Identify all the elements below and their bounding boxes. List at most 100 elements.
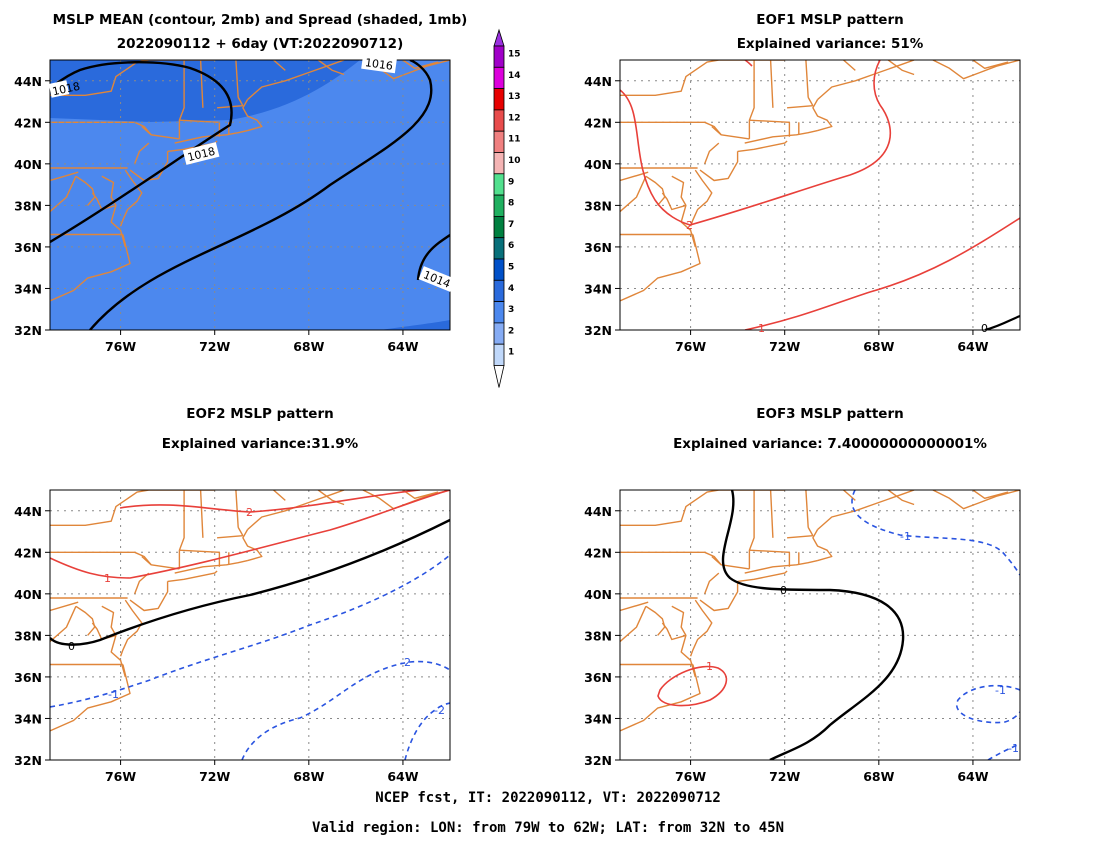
colorbar-label: 4 [508, 284, 514, 294]
coastline-segment [842, 60, 856, 71]
eof2-axis-labels: 76W 72W 68W 64W 44N 42N 40N 38N 36N 34N 32N [14, 504, 419, 784]
eof1-contour-label: 0 [981, 322, 988, 335]
coastline-segment [620, 551, 750, 570]
lat-tick-label: 36N [584, 670, 612, 685]
eof2-contour-label: -1 [108, 688, 119, 701]
lat-tick-label: 38N [14, 628, 42, 643]
eof1-contour-labels: 2 1 0 [686, 219, 988, 335]
coastline-segment [179, 549, 221, 567]
colorbar-label: 7 [508, 220, 514, 230]
lat-tick-label: 40N [14, 157, 42, 172]
lat-tick-label: 32N [584, 753, 612, 768]
coastline-segment [242, 99, 263, 132]
eof1-title-line2: Explained variance: 51% [737, 36, 924, 52]
lat-tick-label: 34N [14, 281, 42, 296]
eof3-axis-labels: 76W 72W 68W 64W 44N 42N 40N 38N 36N 34N 32N [584, 504, 989, 784]
colorbar-label: 14 [508, 71, 521, 81]
lat-tick-label: 38N [14, 198, 42, 213]
coastline-segment [141, 555, 152, 566]
coastline-segment [704, 572, 720, 595]
coastline-segment [817, 60, 915, 101]
eof1-axis-labels: 76W 72W 68W 64W 44N 42N 40N 38N 36N 34N 32N [584, 74, 989, 354]
coastline-segment [699, 581, 739, 612]
coastline-segment [50, 234, 131, 302]
coastline-segment [887, 60, 915, 76]
eof3-contour-label: 0 [780, 584, 787, 597]
coastline-segment [749, 119, 791, 137]
coastline-segment [817, 490, 915, 531]
coastline-segment [932, 490, 1020, 510]
colorbar-label: 8 [508, 199, 514, 209]
coastline-segment [317, 490, 345, 506]
colorbar-swatch [493, 88, 505, 111]
lat-tick-label: 36N [14, 240, 42, 255]
lat-tick-label: 32N [584, 323, 612, 338]
coastline-segment [237, 97, 244, 107]
coastline-segment [620, 601, 649, 612]
eof2-contour-label: 1 [104, 572, 111, 585]
colorbar-label: 6 [508, 241, 514, 251]
coastline-segment [812, 99, 833, 132]
eof2-contour-label: 0 [68, 640, 75, 653]
gridlines [620, 490, 1020, 760]
colorbar-swatch [493, 258, 505, 281]
lon-tick-label: 72W [199, 339, 230, 354]
eof2-frame [49, 489, 451, 761]
coastline-segment [887, 490, 915, 506]
coastline-segment [167, 570, 218, 583]
lon-tick-label: 76W [105, 339, 136, 354]
coastline-segment [620, 60, 719, 96]
colorbar-top-triangle [493, 28, 505, 47]
eof3-contour-label: -1 [900, 530, 911, 543]
colorbar-label: 12 [508, 113, 521, 123]
eof3-contour-label: 1 [706, 660, 713, 673]
coastline-segment [620, 490, 719, 526]
mean-contour-label: 1018 [51, 80, 81, 99]
coastline-segment [737, 570, 788, 583]
eof1-contours [620, 60, 1020, 330]
lat-tick-label: 38N [584, 198, 612, 213]
eof2-contour-label: -2 [434, 704, 445, 717]
colorbar-swatch [493, 66, 505, 90]
coastline-segment [661, 605, 687, 641]
lon-tick-label: 68W [293, 339, 324, 354]
colorbar-swatch [493, 152, 505, 175]
lon-tick-label: 72W [199, 769, 230, 784]
mean-contour-label: 1016 [364, 56, 394, 73]
lat-tick-label: 38N [584, 628, 612, 643]
colorbar-label: 2 [508, 326, 514, 336]
eof2-title-line1: EOF2 MSLP pattern [186, 406, 333, 422]
colorbar-label: 13 [508, 92, 521, 102]
coastline-segment [689, 169, 713, 227]
coastline-segment [402, 60, 439, 69]
coastline-segment [645, 175, 666, 206]
coastline-segment [711, 125, 722, 136]
coastline-segment [178, 60, 185, 139]
coastline-segment [174, 559, 248, 574]
coastline-segment [50, 601, 79, 612]
coastline-segment [199, 60, 204, 108]
coastline-segment [807, 527, 814, 537]
coastline-segment [141, 125, 152, 136]
colorbar-swatch [493, 109, 505, 132]
colorbar-label: 9 [508, 177, 514, 187]
coastline-segment [748, 60, 755, 139]
colorbar-swatch [493, 301, 505, 324]
coastline-segment [134, 142, 150, 165]
mean-title-line1: MSLP MEAN (contour, 2mb) and Spread (sha… [53, 12, 468, 28]
eof2-contours [50, 490, 450, 760]
coastline-segment [805, 490, 809, 528]
eof3-panel: EOF3 MSLP pattern Explained variance: 7.… [584, 406, 1021, 784]
coastline-segment [148, 60, 217, 61]
coastline-segment [75, 175, 96, 206]
coastline-segment [620, 234, 701, 302]
coastline-segment [787, 105, 813, 109]
coastline-segment [748, 490, 755, 569]
coastline-segment [620, 176, 647, 213]
spread-shading-4 [50, 60, 360, 122]
coastline-segment [932, 60, 1020, 80]
coastline-segment [119, 169, 143, 227]
coastline-segment [119, 599, 143, 657]
colorbar-swatch [493, 343, 505, 366]
lat-tick-label: 42N [14, 545, 42, 560]
